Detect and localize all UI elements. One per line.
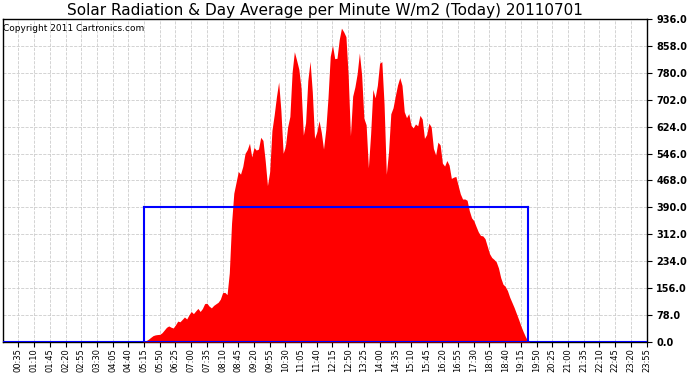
Text: Copyright 2011 Cartronics.com: Copyright 2011 Cartronics.com	[3, 24, 145, 33]
Title: Solar Radiation & Day Average per Minute W/m2 (Today) 20110701: Solar Radiation & Day Average per Minute…	[67, 3, 582, 18]
